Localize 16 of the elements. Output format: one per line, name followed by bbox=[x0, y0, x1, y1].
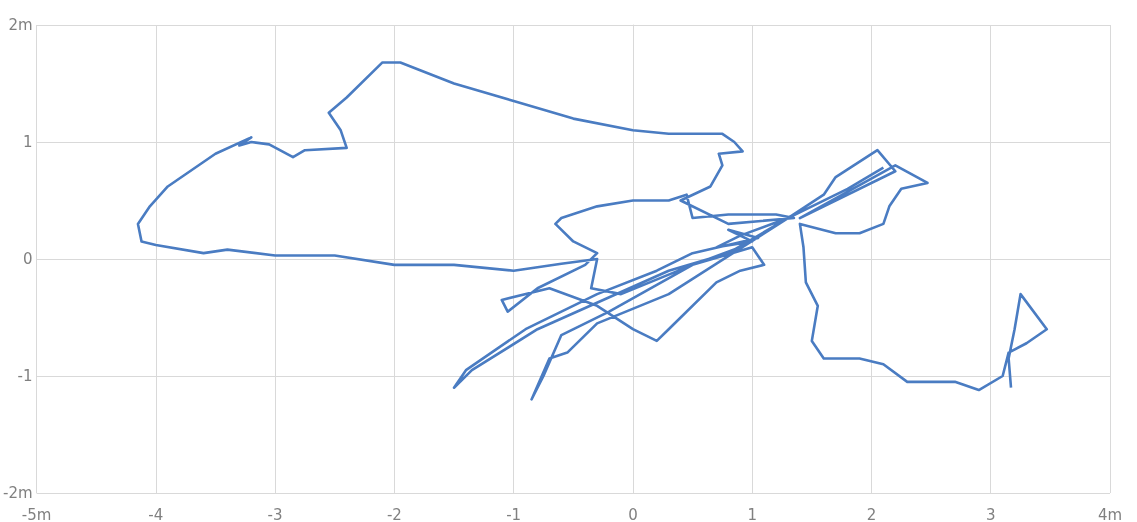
x-tick-label: 4m bbox=[1097, 505, 1123, 522]
line-series bbox=[136, 61, 1049, 401]
y-tick-label: -2m bbox=[2, 484, 33, 502]
x-tick-label: -1 bbox=[506, 505, 522, 522]
y-tick-label: -1 bbox=[17, 367, 33, 385]
x-tick-label: 2 bbox=[866, 505, 877, 522]
x-tick-label: -5m bbox=[21, 505, 52, 522]
y-tick-label: 1 bbox=[23, 133, 33, 151]
x-tick-label: -2 bbox=[386, 505, 402, 522]
x-tick-label: 3 bbox=[985, 505, 996, 522]
x-tick-label: -3 bbox=[267, 505, 283, 522]
x-tick-label: 1 bbox=[747, 505, 757, 522]
x-tick-label: -4 bbox=[148, 505, 164, 522]
x-tick-label: 0 bbox=[628, 505, 638, 522]
y-tick-label: 0 bbox=[23, 250, 33, 268]
y-tick-label: 2m bbox=[8, 16, 33, 34]
